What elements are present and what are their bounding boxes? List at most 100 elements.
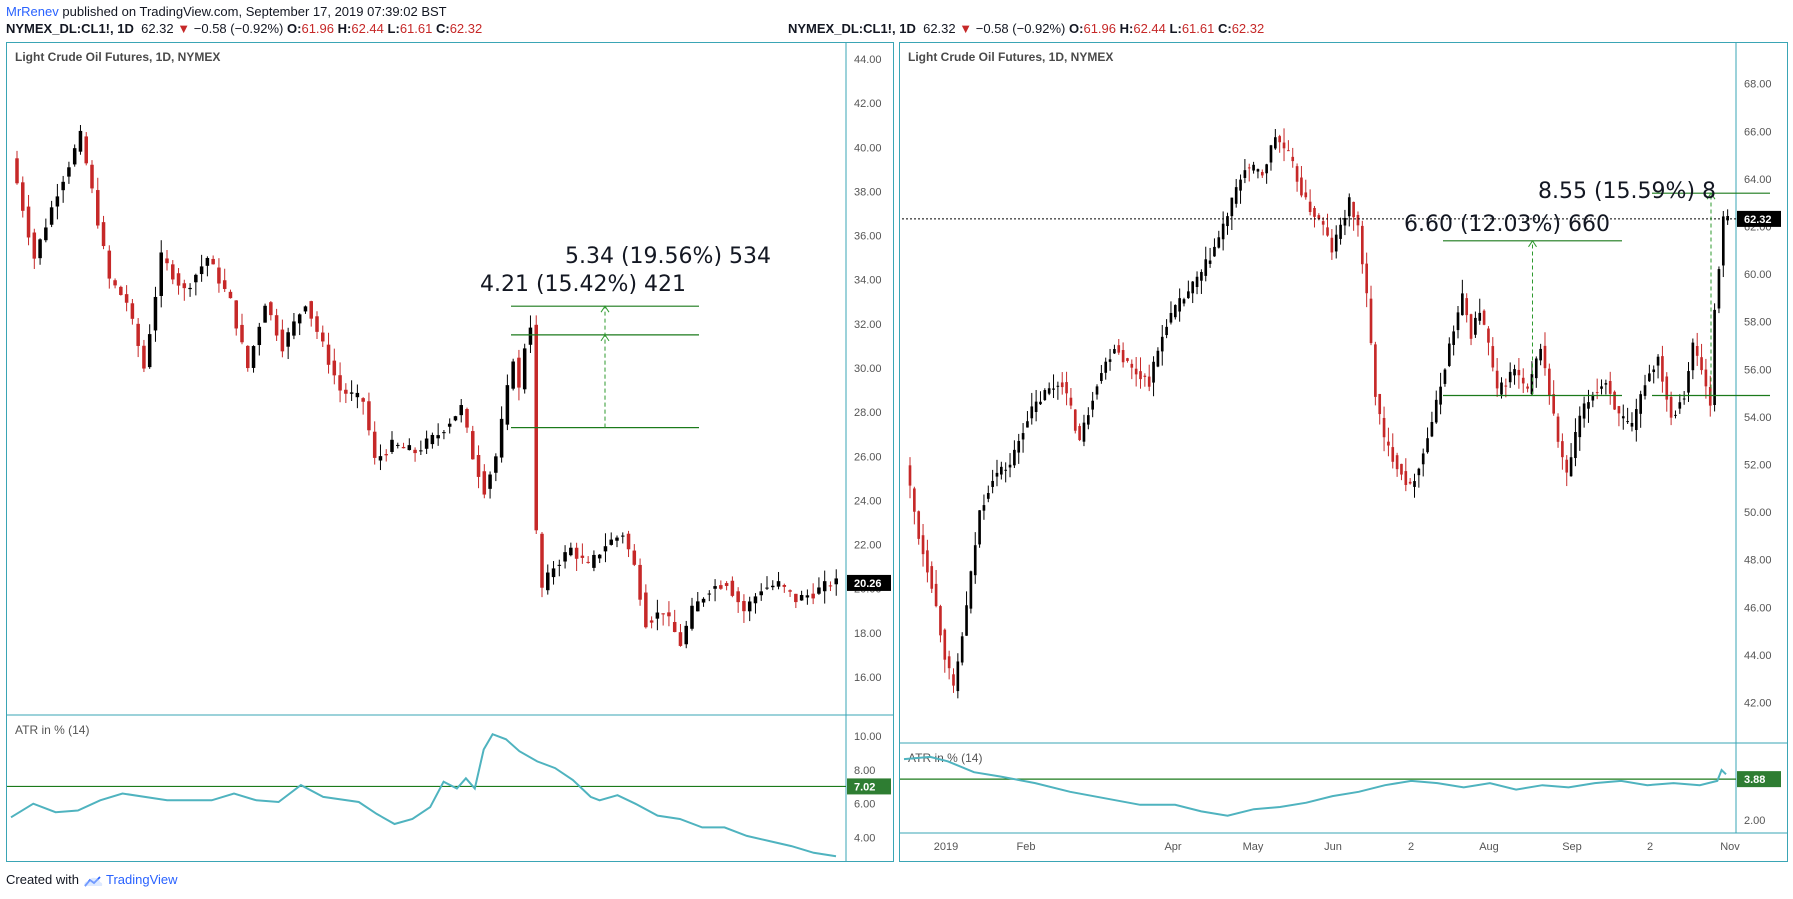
chart-panel-left[interactable]: Light Crude Oil Futures, 1D, NYMEX 44.00 4… bbox=[6, 42, 894, 862]
candle-body bbox=[1278, 136, 1282, 143]
candle-body bbox=[1039, 401, 1042, 405]
candle-body bbox=[1500, 382, 1503, 395]
candle-body bbox=[701, 598, 706, 603]
price-tick-label: 58.00 bbox=[1744, 317, 1772, 329]
high-value: 62.44 bbox=[1133, 21, 1166, 36]
candle-body bbox=[1117, 345, 1121, 353]
candle-body bbox=[563, 552, 567, 562]
candle-body bbox=[1030, 406, 1034, 419]
candle-body bbox=[1421, 453, 1425, 465]
candle-body bbox=[1095, 386, 1099, 395]
price-tick-label: 28.00 bbox=[854, 407, 882, 419]
candle-body bbox=[1639, 394, 1642, 414]
candle-body bbox=[1365, 263, 1368, 294]
candle-body bbox=[1439, 386, 1442, 405]
candle-body bbox=[1387, 441, 1390, 446]
candle-body bbox=[1587, 402, 1590, 409]
candle-body bbox=[1213, 246, 1216, 257]
candle-body bbox=[1426, 438, 1429, 453]
tradingview-link[interactable]: TradingView bbox=[106, 872, 178, 887]
candle-body bbox=[1013, 449, 1016, 466]
candle-body bbox=[930, 566, 934, 589]
candle-body bbox=[67, 167, 71, 177]
candle-body bbox=[615, 537, 619, 541]
candle-body bbox=[908, 465, 912, 486]
atr-tick-label: 8.00 bbox=[854, 765, 875, 777]
candle-body bbox=[805, 595, 810, 598]
chart-svg-right[interactable]: Light Crude Oil Futures, 1D, NYMEX 68.00 6… bbox=[900, 43, 1787, 861]
symbol-name[interactable]: NYMEX_DL:CL1!, 1D bbox=[6, 21, 134, 36]
author-link[interactable]: MrRenev bbox=[6, 4, 59, 19]
time-tick-label: Jun bbox=[1324, 841, 1342, 853]
candle-body bbox=[1282, 142, 1286, 149]
candle-body bbox=[1621, 416, 1625, 419]
candle-body bbox=[753, 596, 758, 604]
candle-body bbox=[696, 601, 700, 612]
candle-body bbox=[811, 593, 815, 599]
time-tick-label: Nov bbox=[1720, 841, 1740, 853]
chart-svg-left[interactable]: Light Crude Oil Futures, 1D, NYMEX 44.00 4… bbox=[7, 43, 893, 861]
last-price: 62.32 bbox=[923, 21, 956, 36]
candle-body bbox=[828, 585, 833, 587]
candle-body bbox=[396, 444, 400, 446]
price-tick-label: 66.00 bbox=[1744, 126, 1772, 138]
candle-body bbox=[476, 455, 481, 477]
candle-body bbox=[165, 258, 169, 264]
candle-body bbox=[292, 321, 296, 336]
atr-tick-label: 6.00 bbox=[854, 799, 875, 811]
candle-body bbox=[419, 450, 423, 452]
candle-body bbox=[1287, 150, 1290, 152]
candle-body bbox=[378, 456, 383, 461]
price-tick-label: 26.00 bbox=[854, 451, 882, 463]
candle-body bbox=[1713, 309, 1716, 406]
price-tick-label: 44.00 bbox=[854, 54, 882, 66]
candle-body bbox=[1682, 398, 1686, 400]
price-tick-label: 30.00 bbox=[854, 363, 882, 375]
candle-body bbox=[724, 583, 729, 586]
candle-body bbox=[759, 591, 763, 596]
candle-body bbox=[960, 636, 964, 663]
candle-body bbox=[1352, 201, 1355, 218]
candle-body bbox=[1574, 431, 1577, 459]
candle-body bbox=[1160, 336, 1164, 352]
price-tick-label: 42.00 bbox=[854, 98, 882, 110]
candle-body bbox=[286, 332, 290, 347]
candle-body bbox=[1678, 402, 1682, 409]
low-value: 61.61 bbox=[399, 21, 433, 36]
atr-tick-label: 4.00 bbox=[854, 833, 875, 845]
price-tick-label: 40.00 bbox=[854, 142, 882, 154]
candle-body bbox=[517, 357, 521, 388]
candle-body bbox=[1065, 382, 1068, 394]
candle-body bbox=[917, 511, 921, 539]
measure-label: 6.60 (12.03%) 660 bbox=[1404, 212, 1610, 237]
candle-body bbox=[280, 329, 285, 352]
candle-body bbox=[1269, 145, 1273, 163]
candle-body bbox=[1400, 463, 1403, 475]
candle-body bbox=[372, 431, 377, 458]
candle-body bbox=[655, 612, 660, 619]
candle-body bbox=[719, 585, 723, 589]
symbol-name[interactable]: NYMEX_DL:CL1!, 1D bbox=[788, 21, 916, 36]
symbol-header-right: NYMEX_DL:CL1!, 1D 62.32 ▼ −0.58 (−0.92%)… bbox=[788, 21, 1264, 36]
candle-body bbox=[1152, 361, 1155, 383]
price-tick-label: 64.00 bbox=[1744, 174, 1772, 186]
candle-body bbox=[1508, 371, 1512, 383]
candle-body bbox=[621, 535, 625, 537]
candle-body bbox=[274, 315, 279, 336]
price-tick-label: 68.00 bbox=[1744, 79, 1772, 91]
chart-panel-right[interactable]: Light Crude Oil Futures, 1D, NYMEX 68.00 6… bbox=[899, 42, 1788, 862]
candle-body bbox=[684, 625, 688, 645]
candle-body bbox=[782, 585, 787, 587]
candle-body bbox=[153, 296, 158, 331]
candle-body bbox=[442, 432, 446, 434]
candle-body bbox=[188, 287, 192, 290]
candle-body bbox=[1447, 343, 1451, 366]
last-price-label: 20.26 bbox=[854, 578, 882, 590]
candle-body bbox=[1169, 312, 1173, 323]
candle-body bbox=[973, 545, 977, 576]
candle-body bbox=[1517, 369, 1521, 376]
candle-body bbox=[1469, 314, 1473, 339]
candle-body bbox=[956, 661, 960, 692]
candle-body bbox=[1295, 166, 1299, 182]
atr-line bbox=[10, 732, 837, 858]
